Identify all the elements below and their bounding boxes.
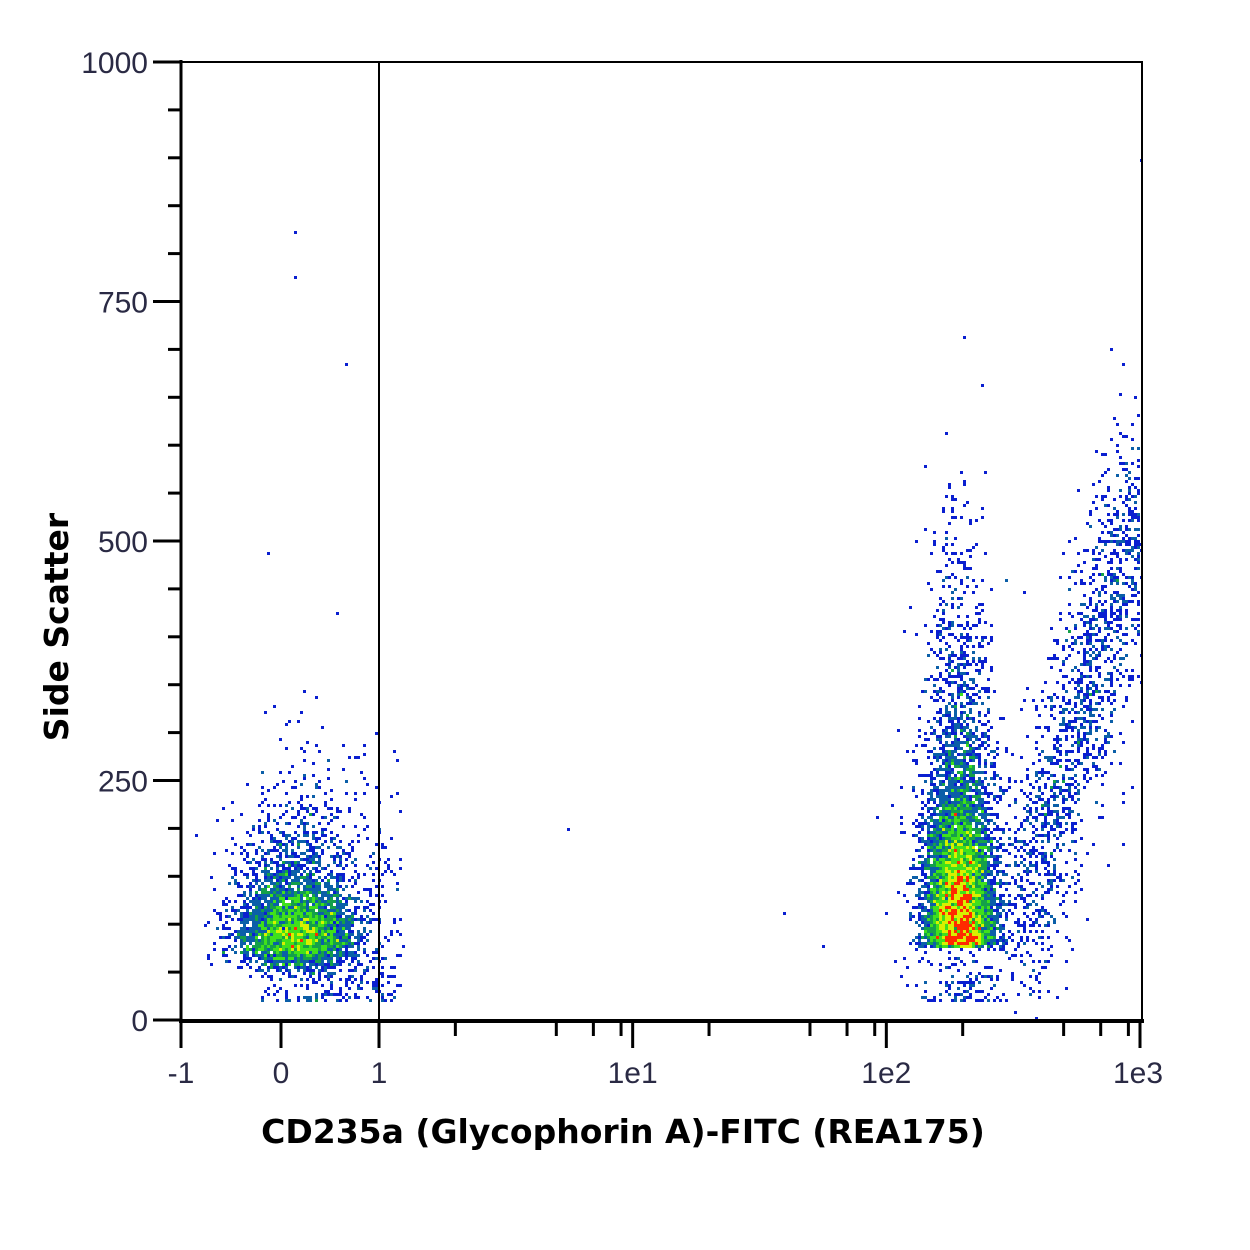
y-tick-label: 500 xyxy=(98,526,148,559)
x-tick-label: 0 xyxy=(273,1057,290,1090)
x-tick-labels: -1 0 1 1e1 1e2 1e3 xyxy=(168,1057,1163,1090)
x-axis-title: CD235a (Glycophorin A)-FITC (REA175) xyxy=(261,1112,985,1151)
x-tick-label: 1 xyxy=(371,1057,388,1090)
x-tick-label: 1e2 xyxy=(861,1057,911,1090)
x-tick-label: 1e3 xyxy=(1113,1057,1163,1090)
x-tick-label: -1 xyxy=(168,1057,195,1090)
x-axis-ticks xyxy=(179,1021,1142,1048)
y-axis-ticks xyxy=(153,60,181,1022)
y-tick-labels: 0 250 500 750 1000 xyxy=(81,47,148,1038)
y-tick-label: 250 xyxy=(98,766,148,799)
y-axis-title: Side Scatter xyxy=(37,512,76,741)
scatter-points xyxy=(195,159,1143,1020)
y-tick-label: 1000 xyxy=(81,47,148,80)
y-tick-label: 750 xyxy=(98,287,148,320)
x-tick-label: 1e1 xyxy=(608,1057,658,1090)
y-tick-label: 0 xyxy=(131,1005,148,1038)
